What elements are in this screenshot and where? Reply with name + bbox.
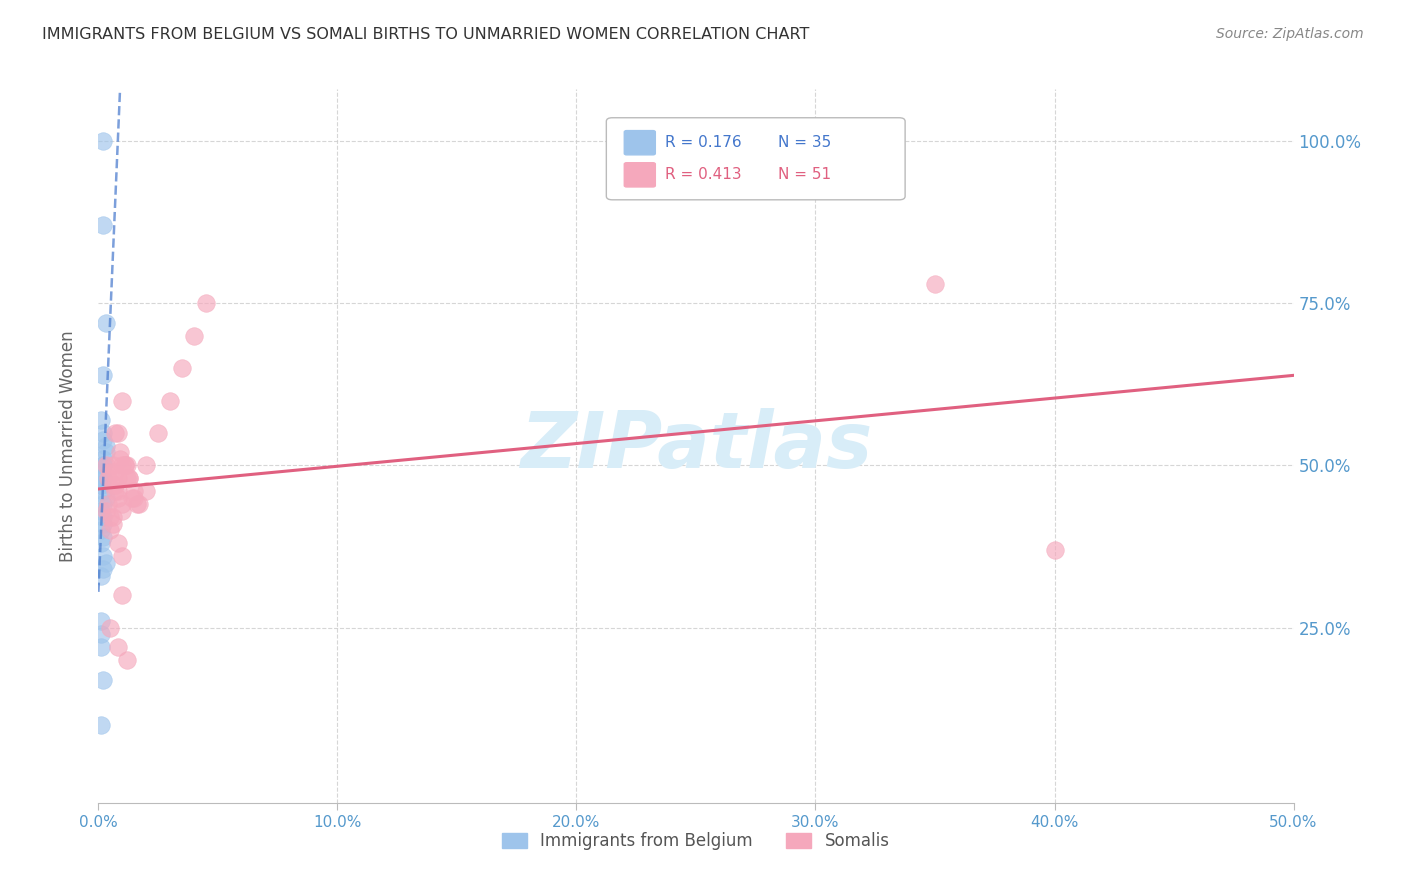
Point — [111, 497, 134, 511]
Point — [101, 458, 124, 473]
Point — [90, 718, 112, 732]
Point — [108, 452, 131, 467]
Point — [90, 627, 112, 641]
Point — [111, 458, 134, 473]
Point — [118, 471, 141, 485]
Point — [124, 484, 146, 499]
Point — [94, 316, 117, 330]
Point — [94, 445, 117, 459]
Point — [107, 640, 129, 654]
Point — [97, 471, 120, 485]
Point — [183, 328, 205, 343]
Point — [90, 478, 112, 492]
Point — [111, 588, 134, 602]
Point — [98, 524, 122, 538]
Point — [91, 484, 114, 499]
Point — [91, 673, 114, 687]
Point — [107, 491, 129, 505]
Point — [91, 562, 114, 576]
Point — [91, 510, 114, 524]
Point — [159, 393, 181, 408]
Point — [94, 504, 117, 518]
Y-axis label: Births to Unmarried Women: Births to Unmarried Women — [59, 330, 77, 562]
Point — [104, 478, 127, 492]
Point — [90, 536, 112, 550]
Text: N = 35: N = 35 — [779, 136, 832, 150]
Point — [90, 614, 112, 628]
Point — [118, 471, 141, 485]
Point — [91, 425, 114, 440]
Point — [91, 368, 114, 382]
Point — [115, 458, 138, 473]
Point — [148, 425, 170, 440]
Point — [104, 425, 127, 440]
Point — [195, 296, 218, 310]
FancyBboxPatch shape — [624, 130, 655, 155]
Text: Source: ZipAtlas.com: Source: ZipAtlas.com — [1216, 27, 1364, 41]
Point — [90, 471, 112, 485]
Point — [115, 471, 138, 485]
Point — [90, 504, 112, 518]
Point — [104, 465, 127, 479]
Point — [90, 640, 112, 654]
Point — [107, 484, 129, 499]
Point — [125, 497, 148, 511]
Point — [107, 425, 129, 440]
Text: IMMIGRANTS FROM BELGIUM VS SOMALI BIRTHS TO UNMARRIED WOMEN CORRELATION CHART: IMMIGRANTS FROM BELGIUM VS SOMALI BIRTHS… — [42, 27, 810, 42]
Point — [108, 445, 131, 459]
Point — [91, 549, 114, 564]
Point — [101, 516, 124, 531]
Legend: Immigrants from Belgium, Somalis: Immigrants from Belgium, Somalis — [494, 824, 898, 859]
FancyBboxPatch shape — [606, 118, 905, 200]
Point — [94, 458, 117, 473]
Point — [114, 458, 136, 473]
Point — [91, 134, 114, 148]
Point — [135, 458, 157, 473]
Point — [90, 465, 112, 479]
Point — [107, 471, 129, 485]
Point — [98, 510, 122, 524]
Point — [91, 530, 114, 544]
Point — [111, 504, 134, 518]
Point — [91, 458, 114, 473]
Text: ZIPatlas: ZIPatlas — [520, 408, 872, 484]
Point — [94, 439, 117, 453]
Point — [114, 458, 136, 473]
Point — [91, 471, 114, 485]
Point — [94, 556, 117, 570]
Point — [121, 491, 143, 505]
Point — [98, 621, 122, 635]
Point — [128, 497, 150, 511]
Point — [90, 413, 112, 427]
Point — [94, 491, 117, 505]
Point — [1043, 542, 1066, 557]
Point — [115, 653, 138, 667]
Point — [90, 568, 112, 582]
Point — [124, 491, 146, 505]
Point — [91, 452, 114, 467]
Point — [172, 361, 194, 376]
Point — [91, 497, 114, 511]
Point — [91, 433, 114, 447]
Point — [135, 484, 157, 499]
Point — [90, 524, 112, 538]
Point — [98, 465, 122, 479]
Point — [90, 478, 112, 492]
Point — [101, 478, 124, 492]
Point — [91, 458, 114, 473]
Text: N = 51: N = 51 — [779, 168, 831, 182]
Point — [924, 277, 946, 291]
Point — [101, 510, 124, 524]
Point — [111, 393, 134, 408]
Text: R = 0.413: R = 0.413 — [665, 168, 741, 182]
Point — [111, 549, 134, 564]
FancyBboxPatch shape — [624, 162, 655, 187]
Point — [91, 516, 114, 531]
Point — [107, 536, 129, 550]
Point — [91, 219, 114, 233]
Point — [104, 484, 127, 499]
Point — [97, 497, 120, 511]
Text: R = 0.176: R = 0.176 — [665, 136, 741, 150]
